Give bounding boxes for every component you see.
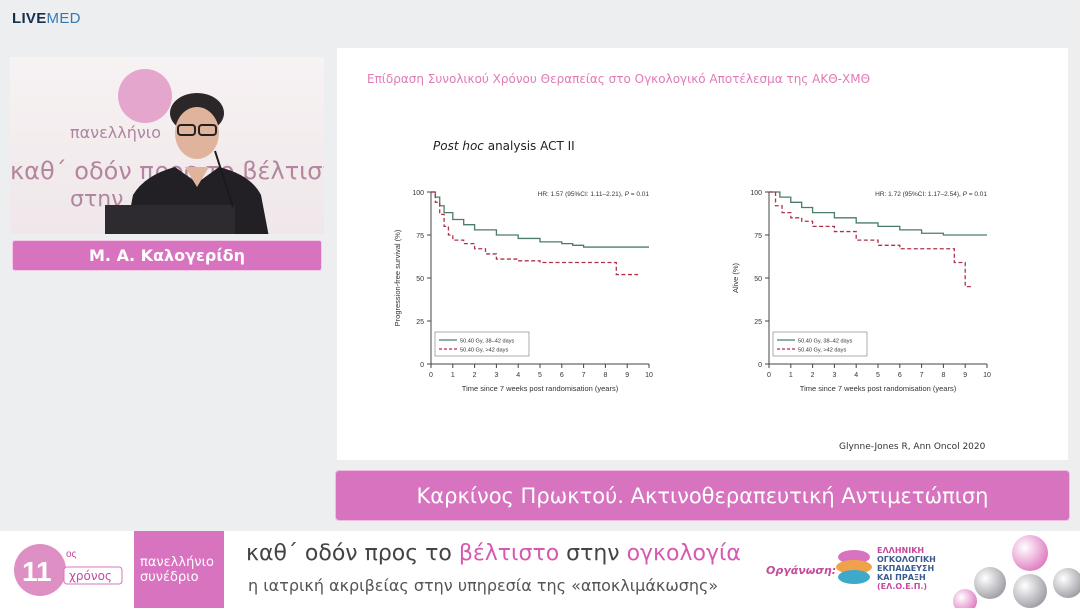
decorative-bubbles	[953, 535, 1080, 608]
speaker-figure	[105, 93, 269, 234]
y-tick-label: 0	[420, 362, 424, 369]
x-tick-label: 3	[832, 372, 836, 379]
organizer-label: Οργάνωση:	[766, 564, 837, 577]
y-tick-label: 75	[416, 233, 424, 240]
congress-label: πανελλήνιο συνέδριο	[134, 531, 224, 608]
x-tick-label: 0	[767, 372, 771, 379]
y-tick-label: 50	[754, 276, 762, 283]
slide-title: Επίδραση Συνολικού Χρόνου Θεραπείας στο …	[367, 72, 871, 86]
pfs-chart: 0 25 50 75 100 0 1 2 3 4 5 6 7 8 9 10 Time since 7 weeks…	[393, 190, 653, 393]
y-tick-label: 50	[416, 276, 424, 283]
series-line	[431, 191, 649, 248]
logo-sup: ος	[66, 549, 77, 560]
x-tick-label: 6	[560, 372, 564, 379]
x-tick-label: 1	[451, 372, 455, 379]
slide-subtitle: Post hoc analysis ACT II	[433, 139, 575, 153]
speaker-video[interactable]: πανελλήνιο καθ΄ οδόν προς το βέλτιστο στ…	[10, 57, 324, 234]
eloep-logo: ΕΛΛΗΝΙΚΗ ΟΓΚΟΛΟΓΙΚΗ ΕΚΠΑΙΔΕΥΣΗ ΚΑΙ ΠΡΑΞΗ…	[833, 543, 943, 603]
y-axis-label: Alive (%)	[731, 263, 740, 294]
congress-logo-backdrop	[118, 69, 172, 123]
x-tick-label: 5	[876, 372, 880, 379]
x-tick-label: 9	[625, 372, 629, 379]
x-tick-label: 1	[789, 372, 793, 379]
congress-11th-logo: 11 ος χρόνος	[14, 544, 123, 596]
x-tick-label: 8	[603, 372, 607, 379]
x-tick-label: 5	[538, 372, 542, 379]
congress-footer: 11 ος χρόνος πανελλήνιο συνέδριο καθ΄ οδ…	[0, 531, 1080, 608]
series-line	[431, 191, 639, 276]
logo-number: 11	[22, 556, 52, 587]
x-axis-label: Time since 7 weeks post randomisation (y…	[462, 384, 619, 393]
y-axis-label: Progression-free survival (%)	[393, 229, 402, 326]
x-tick-label: 10	[645, 372, 653, 379]
legend-box	[434, 331, 530, 357]
livemed-logo: LIVEMED	[12, 10, 81, 27]
x-tick-label: 0	[429, 372, 433, 379]
x-tick-label: 4	[516, 372, 520, 379]
x-tick-label: 9	[963, 372, 967, 379]
x-tick-label: 7	[920, 372, 924, 379]
x-tick-label: 10	[983, 372, 991, 379]
logo-word: χρόνος	[69, 569, 112, 583]
hazard-ratio: HR: 1.72 (95%CI: 1.17–2.54), P = 0.01	[875, 191, 987, 198]
topic-banner: Καρκίνος Πρωκτού. Ακτινοθεραπευτική Αντι…	[335, 470, 1070, 521]
x-tick-label: 6	[898, 372, 902, 379]
tagline: καθ΄ οδόν προς το βέλτιστο στην ογκολογί…	[246, 541, 741, 566]
speaker-name: Μ. Α. Καλογερίδη	[12, 240, 322, 271]
x-tick-label: 3	[494, 372, 498, 379]
legend-label: 50.40 Gy, 38–42 days	[460, 338, 515, 344]
x-tick-label: 8	[941, 372, 945, 379]
x-tick-label: 2	[473, 372, 477, 379]
legend-label: 50.40 Gy, >42 days	[798, 347, 846, 353]
eloep-logo-icon	[836, 550, 872, 584]
series-line	[769, 191, 972, 288]
legend-label: 50.40 Gy, >42 days	[460, 347, 508, 353]
hazard-ratio: HR: 1.57 (95%CI: 1.11–2.21), P = 0.01	[538, 191, 650, 198]
y-tick-label: 0	[758, 362, 762, 369]
series-line	[769, 191, 987, 236]
os-chart: 0 25 50 75 100 0 1 2 3 4 5 6 7 8 9 10 Time since 7 weeks…	[731, 190, 991, 393]
y-tick-label: 25	[754, 319, 762, 326]
y-tick-label: 100	[412, 190, 424, 197]
legend-label: 50.40 Gy, 38–42 days	[798, 338, 853, 344]
x-tick-label: 7	[582, 372, 586, 379]
x-tick-label: 4	[854, 372, 858, 379]
legend-box	[772, 331, 868, 357]
x-tick-label: 2	[811, 372, 815, 379]
x-axis-label: Time since 7 weeks post randomisation (y…	[800, 384, 957, 393]
presentation-slide: Επίδραση Συνολικού Χρόνου Θεραπείας στο …	[337, 48, 1068, 460]
y-tick-label: 100	[750, 190, 762, 197]
y-tick-label: 75	[754, 233, 762, 240]
citation: Glynne-Jones R, Ann Oncol 2020	[839, 442, 986, 452]
backdrop-text: πανελλήνιο	[70, 123, 161, 142]
y-tick-label: 25	[416, 319, 424, 326]
tagline-sub: η ιατρική ακριβείας στην υπηρεσία της «α…	[248, 576, 719, 595]
